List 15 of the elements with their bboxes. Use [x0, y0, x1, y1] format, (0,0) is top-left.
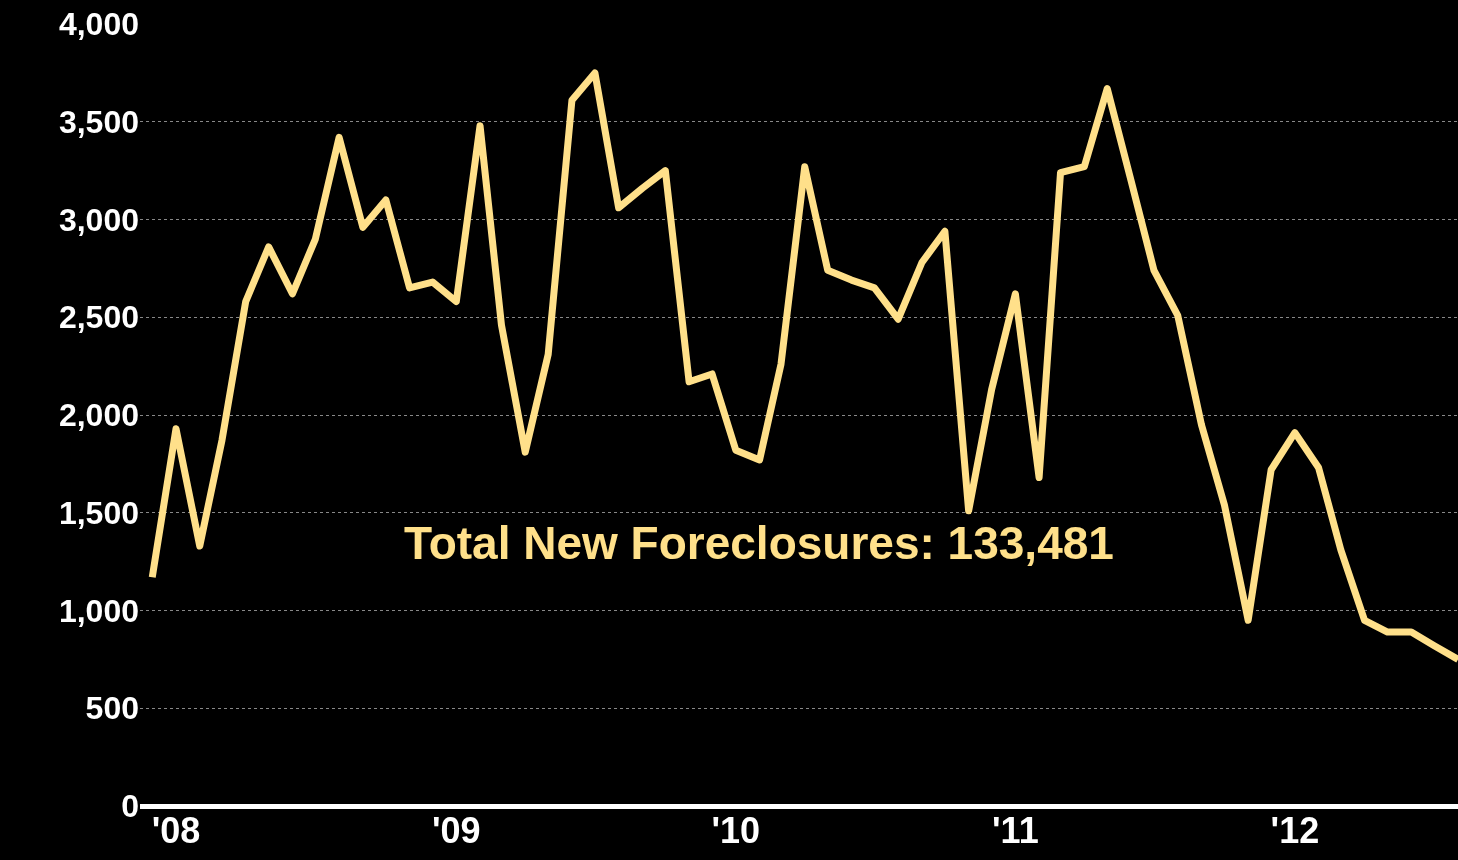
- y-tick-label: 1,500: [58, 494, 139, 531]
- y-tick-label: 500: [85, 690, 139, 727]
- x-tick-label: '11: [992, 810, 1039, 851]
- y-tick-label: 2,000: [58, 397, 139, 434]
- x-tick-label: '12: [1270, 810, 1320, 851]
- x-tick-label: '10: [711, 810, 761, 851]
- x-tick-label: '08: [151, 810, 201, 851]
- y-tick-label: 3,500: [58, 103, 139, 140]
- y-tick-label: 1,000: [58, 592, 139, 629]
- annotation: Total New Foreclosures: 133,481: [404, 517, 1114, 569]
- y-tick-label: 0: [121, 788, 139, 825]
- y-tick-label: 2,500: [58, 299, 139, 336]
- x-tick-label: '09: [431, 810, 481, 851]
- y-tick-label: 4,000: [58, 6, 139, 43]
- y-tick-label: 3,000: [58, 201, 139, 238]
